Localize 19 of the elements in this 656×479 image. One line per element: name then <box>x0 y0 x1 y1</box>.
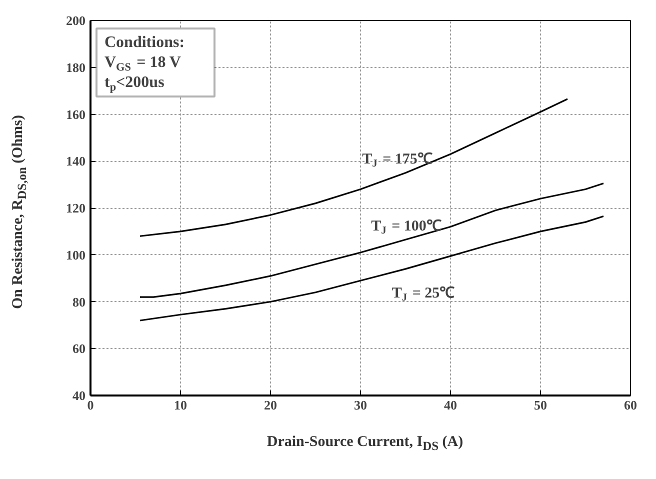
y-tick-label: 40 <box>72 388 86 403</box>
x-tick-label: 60 <box>624 398 637 412</box>
x-tick-label: 40 <box>444 398 457 412</box>
y-tick-label: 160 <box>66 106 86 122</box>
x-axis-title: Drain-Source Current, I$_{DS}$ (A) <box>266 433 464 455</box>
x-tick-label: 0 <box>87 398 94 412</box>
x-tick-label: 10 <box>174 398 187 412</box>
x-tick-label: 20 <box>264 398 277 412</box>
line-series <box>139 98 568 237</box>
y-tick-label: 200 <box>66 13 86 28</box>
line-series <box>139 215 604 322</box>
y-tick-label: 120 <box>66 200 86 216</box>
y-tick-label: 140 <box>66 154 86 169</box>
y-tick-label: 60 <box>72 341 86 356</box>
x-tick-label: 50 <box>534 398 547 412</box>
y-tick-label: 100 <box>66 247 86 262</box>
y-tick-label: 180 <box>66 60 86 75</box>
y-tick-label: 80 <box>72 294 86 310</box>
x-tick-label: 30 <box>354 398 367 412</box>
